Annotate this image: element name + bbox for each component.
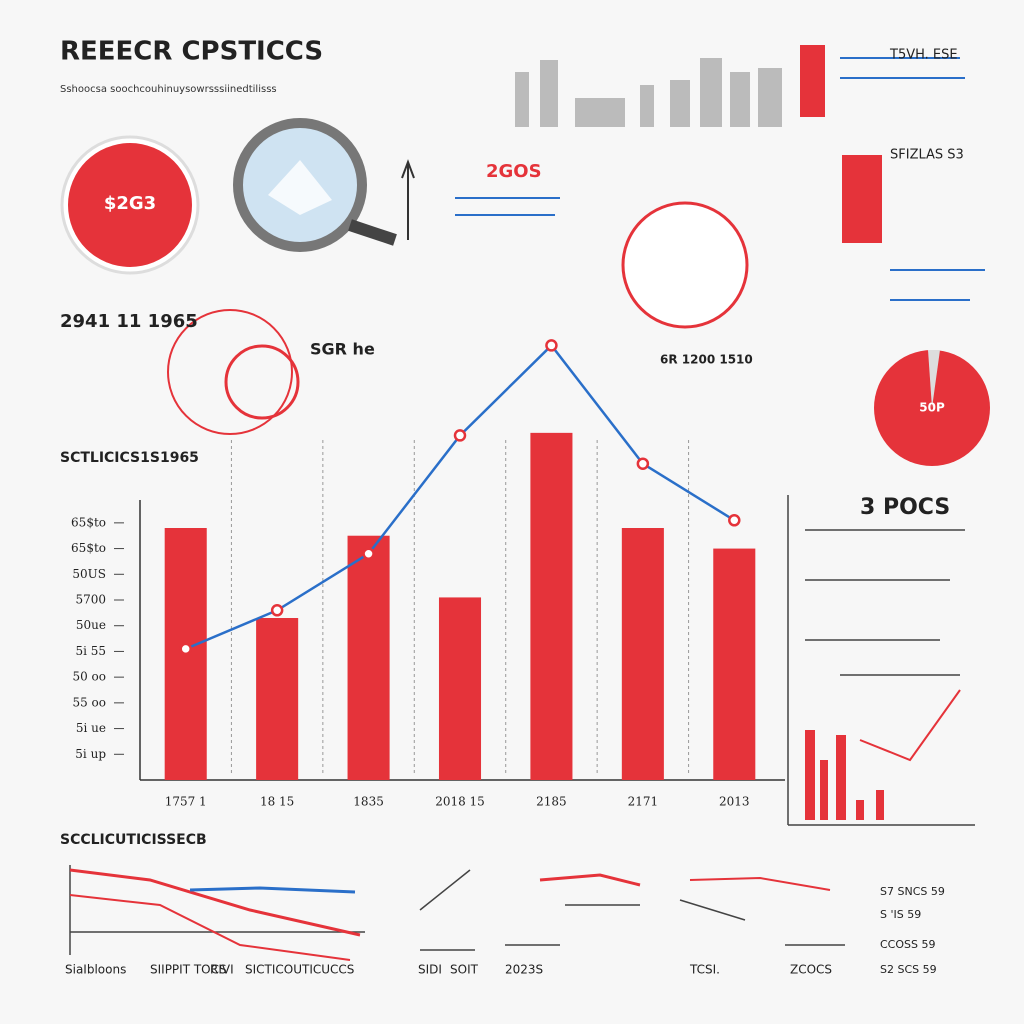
x-tick-label: 2018 15: [435, 795, 485, 809]
bar: [347, 535, 390, 780]
bar: [713, 548, 756, 780]
annotation: S 'IS 59: [880, 908, 921, 921]
annotation: TCSI.: [689, 963, 720, 977]
x-tick-label: 2185: [536, 795, 567, 809]
y-tick-label: 5i 55: [75, 644, 106, 658]
y-tick-label: 5i ue: [76, 721, 106, 735]
annotation: 50P: [919, 401, 945, 415]
y-tick-label: 50ue: [76, 618, 106, 632]
point: [545, 339, 558, 352]
x-tick-label: 2171: [628, 795, 659, 809]
annotation: ZCOCS: [790, 963, 832, 977]
point: [453, 429, 467, 442]
annotation: SGR he: [310, 340, 375, 359]
annotation: RIVI: [210, 963, 234, 977]
annotation: REEECR CPSTICCS: [60, 37, 323, 67]
bar: [256, 618, 299, 780]
point: [362, 547, 375, 560]
annotation: 2GOS: [486, 161, 542, 182]
y-tick-label: 50 oo: [72, 670, 106, 684]
x-tick-label: 18 15: [260, 795, 294, 809]
x-tick-label: 1835: [353, 795, 384, 809]
x-tick-label: 2013: [719, 795, 750, 809]
annotation: T5VH. ESE: [889, 48, 958, 63]
point: [179, 642, 192, 656]
y-tick-label: 50US: [72, 567, 106, 581]
bar: [530, 432, 573, 780]
annotation: SCTLICICS1S1965: [60, 450, 199, 466]
annotation: CCOSS 59: [880, 938, 935, 951]
annotation: SCCLICUTICISSECB: [60, 832, 207, 848]
annotation: 3 POCS: [860, 495, 950, 520]
decor: [60, 45, 990, 961]
y-tick-label: 5700: [75, 593, 106, 607]
annotation: SOIT: [450, 963, 479, 977]
x-tick-label: 1757 1: [165, 795, 207, 809]
annotation: SIDI: [418, 963, 442, 977]
annotation: SICTICOUTICUCCS: [245, 963, 354, 977]
annotation: S2 SCS 59: [880, 963, 937, 976]
annotation: 2023S: [505, 963, 543, 977]
point: [636, 457, 650, 470]
annotation: SiaIbloons: [65, 963, 126, 977]
annotation: 6R 1200 1510: [660, 353, 753, 367]
annotation: Sshoocsa soochcouhinuysowrsssiinedtiliss…: [60, 84, 277, 95]
point: [728, 514, 741, 527]
y-tick-label: 55 oo: [72, 695, 106, 709]
y-tick-label: 65$to: [71, 541, 106, 555]
point: [270, 604, 284, 617]
annotation: S7 SNCS 59: [880, 885, 945, 898]
y-tick-label: 5i up: [75, 747, 106, 761]
bar: [438, 597, 482, 780]
y-tick-label: 65$to: [71, 515, 106, 529]
annotation: SIIPPIT TOCS: [150, 963, 227, 977]
bar: [621, 528, 664, 780]
annotation: SFIZLAS S3: [890, 148, 964, 163]
annotation: $2G3: [104, 193, 156, 214]
annotation: 2941 11 1965: [60, 311, 198, 332]
